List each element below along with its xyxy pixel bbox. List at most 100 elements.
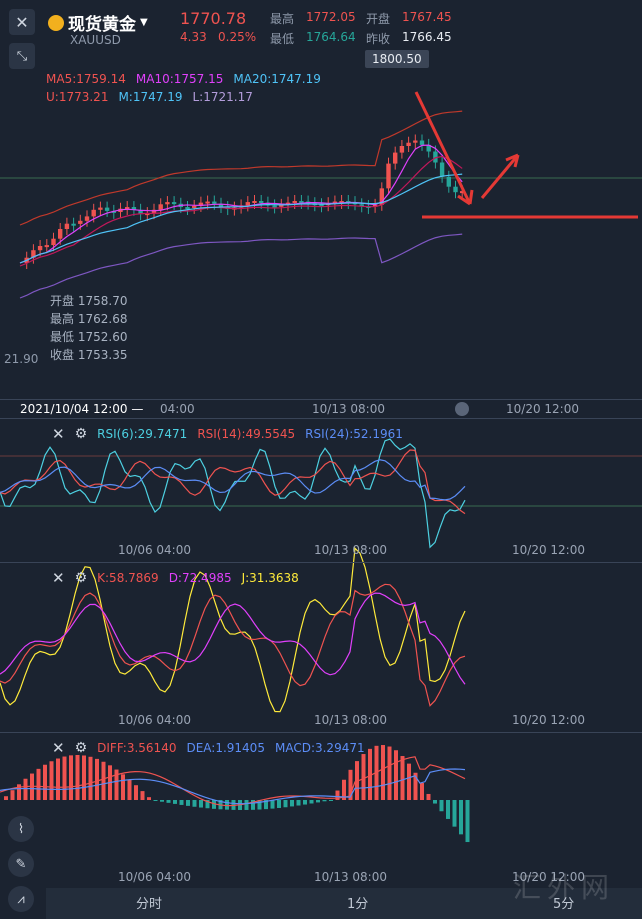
macd-bar: [160, 800, 164, 802]
tab-timeshare[interactable]: 分时: [136, 897, 163, 912]
candle-body: [205, 201, 210, 204]
diff-line: [0, 756, 466, 807]
macd-bar: [368, 748, 372, 800]
candle-body: [37, 246, 43, 251]
time-label: 10/06 04:00: [118, 543, 191, 557]
candle-body: [393, 152, 398, 164]
k-line: [0, 583, 466, 707]
rsi24-value: RSI(24):52.1961: [305, 427, 403, 441]
open-label: 开盘: [366, 12, 391, 26]
time-label: 10/20 12:00: [512, 870, 585, 884]
crosshair-time: 2021/10/04 12:00 —: [20, 402, 144, 416]
draw-button[interactable]: ✎: [8, 851, 34, 877]
macd-bar: [17, 784, 21, 800]
boll-mid-value: M:1747.19: [118, 90, 183, 104]
candle-body: [372, 204, 378, 207]
left-price-label: 21.90: [4, 352, 39, 366]
instrument-selector[interactable]: 现货黄金 ▼: [48, 10, 148, 35]
ma20-line: [19, 173, 463, 264]
time-label: 10/13 08:00: [314, 543, 387, 557]
candle-body: [279, 204, 284, 207]
candle-body: [78, 220, 83, 224]
macd-bar: [212, 800, 216, 809]
candle-body: [359, 204, 364, 207]
candle-body: [125, 207, 130, 210]
macd-bar: [296, 800, 301, 806]
macd-bar: [342, 779, 346, 800]
timeframe-bar: [46, 888, 642, 919]
candle-body: [138, 209, 143, 215]
macd-bar: [134, 785, 138, 800]
collapse-button[interactable]: ⤡: [9, 43, 35, 69]
macd-bar: [173, 800, 177, 804]
macd-bar: [10, 790, 15, 800]
tab-5min[interactable]: 5分: [553, 897, 575, 912]
chart-type-button[interactable]: ⩘: [8, 886, 34, 912]
time-label: 10/20 12:00: [512, 713, 585, 727]
candle-body: [259, 201, 264, 203]
macd-bar: [82, 755, 86, 800]
symbol-code: XAUUSD: [70, 33, 121, 47]
ohlc-row-open: 开盘 1758.70: [50, 294, 128, 308]
candle-body: [44, 245, 49, 248]
j-line: [0, 546, 466, 713]
macd-bar: [4, 796, 8, 800]
rsi6-value: RSI(6):29.7471: [97, 427, 188, 441]
boll-legend: U:1773.21 M:1747.19 L:1721.17: [46, 90, 253, 104]
candle-body: [339, 201, 344, 203]
settings-icon[interactable]: ⚙: [74, 740, 88, 756]
down-arrow-annotation: [414, 91, 472, 205]
indicator-button[interactable]: ⌇: [8, 816, 34, 842]
diff-value: DIFF:3.56140: [97, 741, 177, 755]
candle-body: [185, 207, 190, 210]
settings-icon[interactable]: ⚙: [74, 426, 88, 442]
macd-bar: [283, 800, 288, 808]
close-button[interactable]: ✕: [9, 9, 35, 35]
macd-legend: ✕ ⚙ DIFF:3.56140 DEA:1.91405 MACD:3.2947…: [52, 739, 365, 757]
candle-body: [426, 144, 431, 152]
macd-bar: [452, 800, 457, 827]
boll-upper-value: U:1773.21: [46, 90, 109, 104]
macd-bar: [309, 800, 314, 804]
tab-1min[interactable]: 1分: [347, 897, 369, 912]
close-indicator-icon[interactable]: ✕: [52, 425, 65, 443]
candle-body: [158, 204, 163, 210]
high-label: 最高: [270, 12, 295, 26]
pencil-icon: ✎: [15, 856, 27, 872]
price-tag: 1800.50: [365, 50, 429, 68]
scroll-handle[interactable]: [455, 402, 469, 416]
time-label: 10/20 12:00: [506, 402, 579, 416]
candle-body: [406, 142, 411, 146]
settings-icon[interactable]: ⚙: [74, 570, 88, 586]
macd-bar: [186, 800, 190, 806]
candle-body: [104, 207, 110, 211]
macd-bar: [277, 800, 281, 808]
candle-body: [131, 207, 137, 210]
ma20-value: MA20:1747.19: [233, 72, 321, 86]
macd-bar: [147, 797, 151, 800]
time-label: 10/13 08:00: [314, 713, 387, 727]
macd-bar: [166, 800, 171, 803]
macd-bar: [335, 790, 340, 800]
ohlc-row-high: 最高 1762.68: [50, 312, 128, 326]
close-indicator-icon[interactable]: ✕: [52, 739, 65, 757]
watermark: 汇外网: [513, 871, 616, 904]
boll-lower-line: [19, 233, 463, 299]
macd-bar: [322, 800, 327, 802]
macd-bar: [270, 800, 275, 809]
candle-body: [145, 213, 150, 216]
candle-body: [98, 207, 103, 210]
macd-bar: [413, 772, 418, 800]
time-label: 10/13 08:00: [314, 870, 387, 884]
prev-close-value: 1766.45: [402, 30, 452, 44]
prev-close-label: 昨收: [366, 32, 391, 46]
ma-legend: MA5:1759.14 MA10:1757.15 MA20:1747.19: [46, 72, 321, 86]
macd-bar: [329, 800, 333, 801]
candle-body: [212, 201, 217, 204]
close-indicator-icon[interactable]: ✕: [52, 569, 65, 587]
macd-bar: [433, 800, 437, 804]
candle-body: [31, 250, 36, 258]
candle-body: [433, 151, 438, 163]
macd-bar: [192, 800, 197, 807]
